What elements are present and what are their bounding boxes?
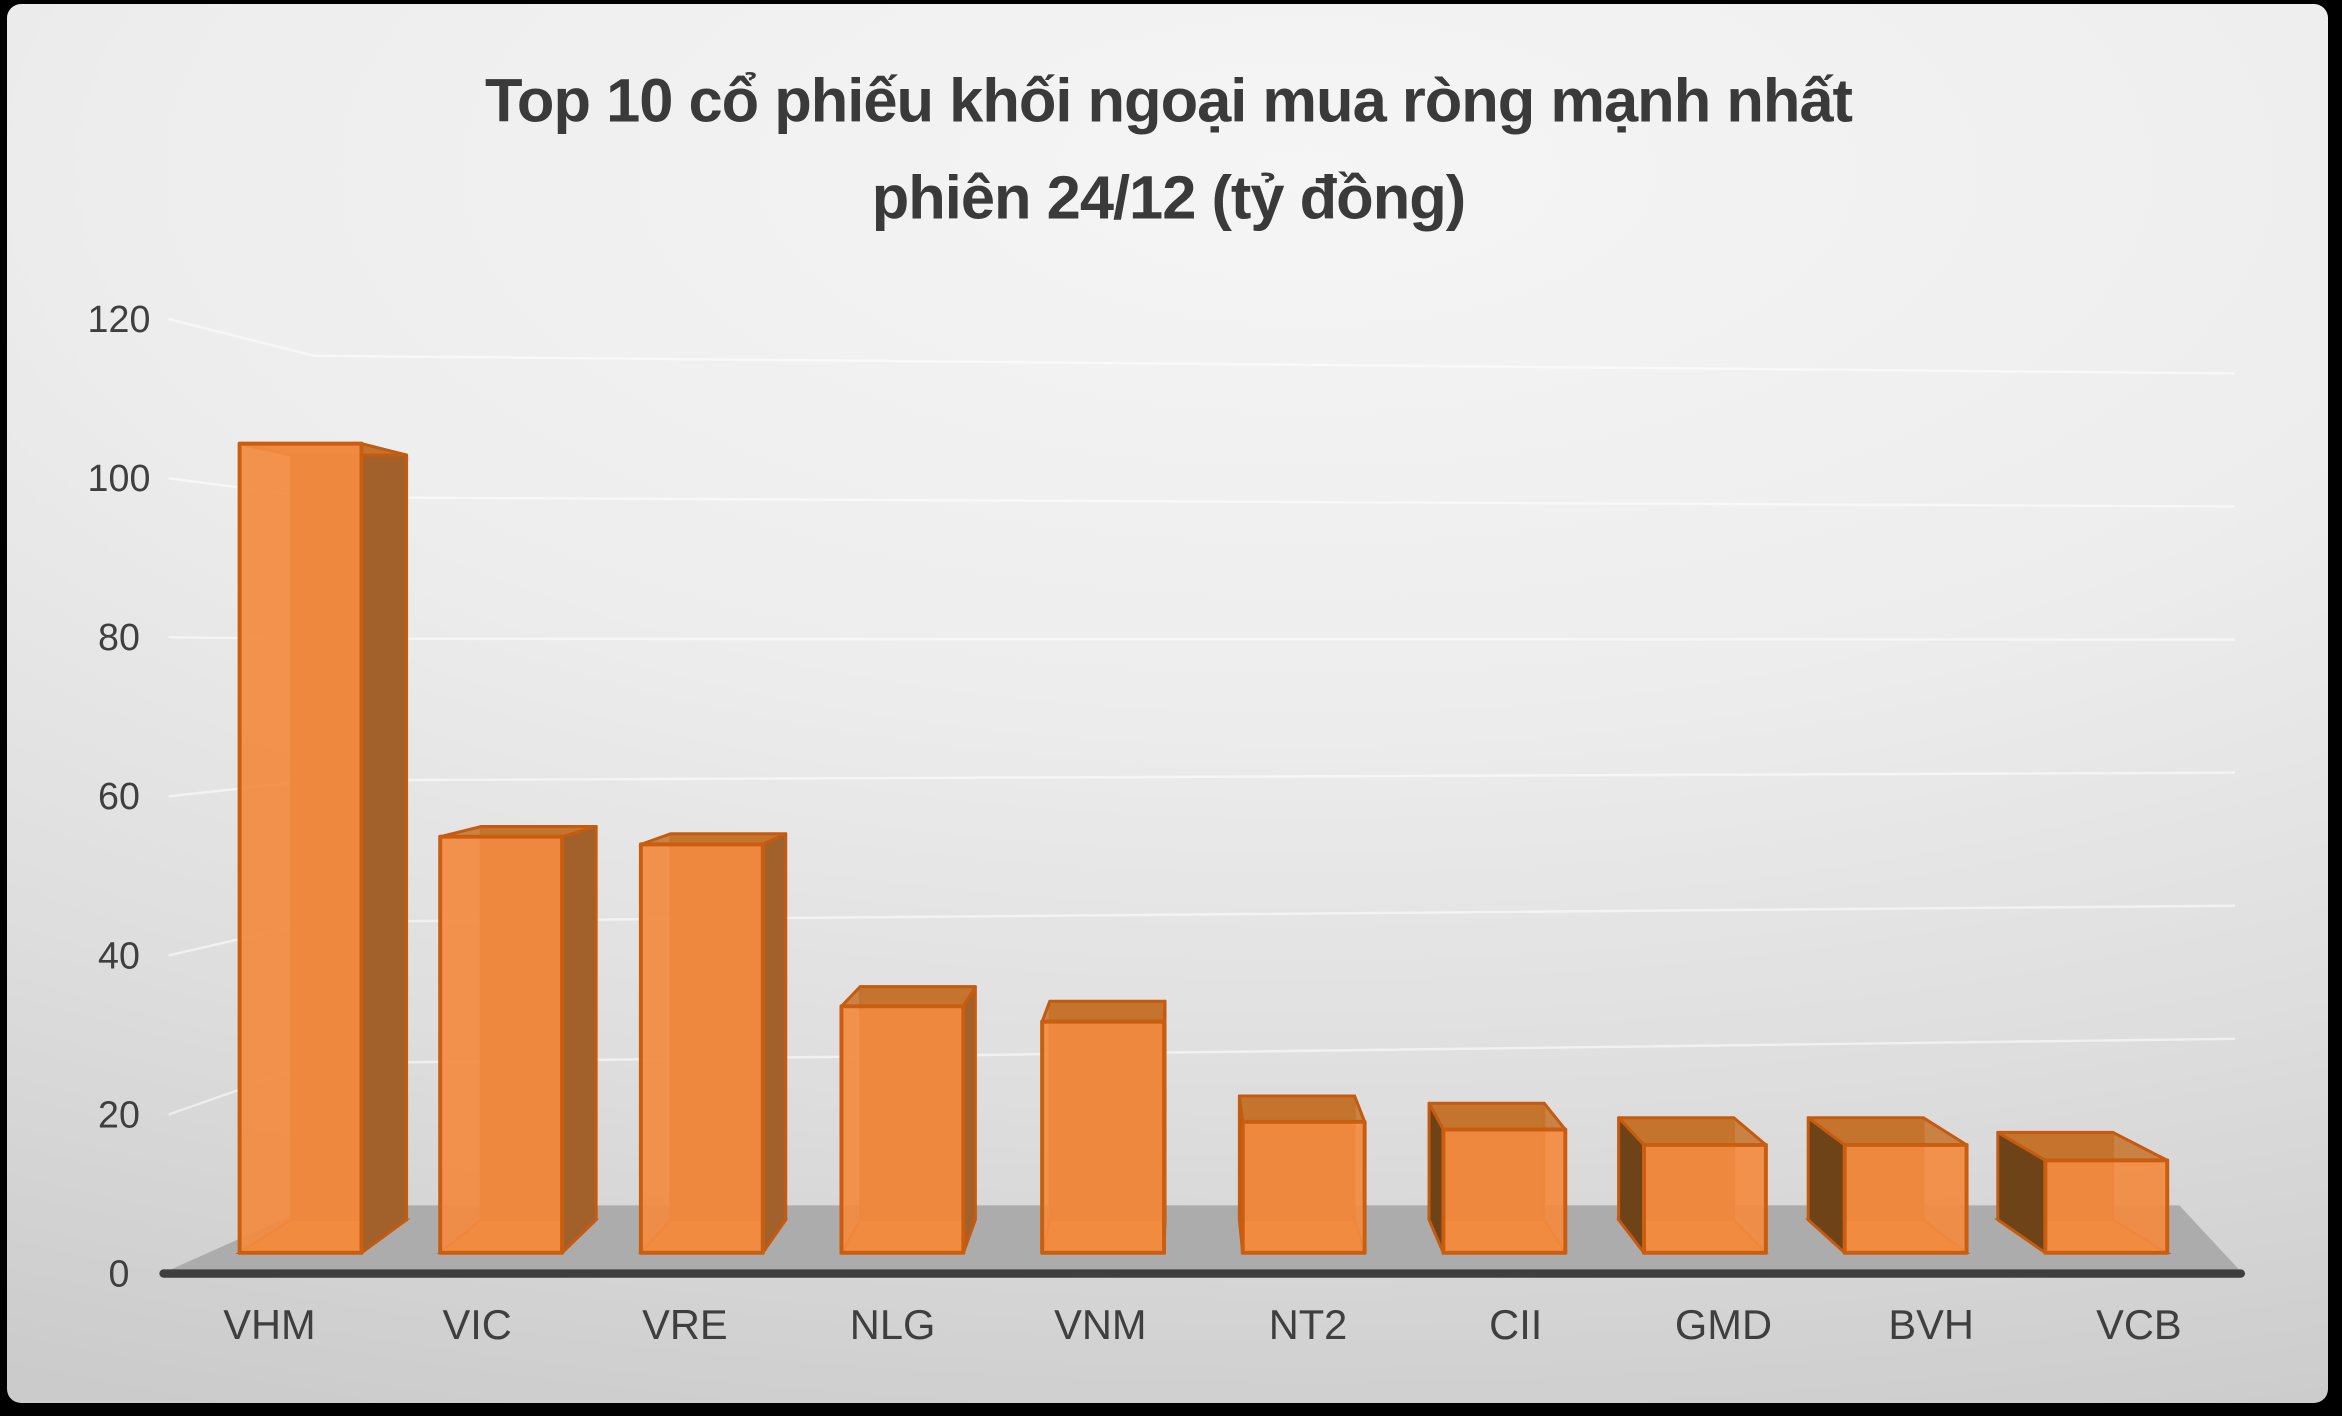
category-label-GMD: GMD — [1675, 1301, 1772, 1348]
bar-VIC — [438, 834, 565, 1255]
category-label-BVH: BVH — [1888, 1301, 1974, 1348]
y-tick-label-20: 20 — [98, 1093, 140, 1135]
category-label-NLG: NLG — [850, 1301, 936, 1348]
bar-NT2 — [1240, 1119, 1367, 1255]
bar-CII — [1441, 1127, 1568, 1255]
bar-BVH — [1842, 1142, 1969, 1255]
y-tick-label-80: 80 — [98, 616, 140, 658]
category-label-VCB: VCB — [2096, 1301, 2182, 1348]
chart-card: Top 10 cổ phiếu khối ngoại mua ròng mạnh… — [7, 4, 2328, 1403]
bar-side-face-VHM — [360, 442, 409, 1255]
bar-side-face-VIC — [560, 825, 598, 1255]
bar-top-face-CII — [1427, 1101, 1567, 1132]
category-label-VHM: VHM — [223, 1301, 315, 1348]
y-tick-label-40: 40 — [98, 934, 140, 976]
bar-top-face-NT2 — [1237, 1094, 1367, 1124]
grid-line — [168, 317, 2235, 375]
bar-VNM — [1040, 1019, 1167, 1255]
category-label-VRE: VRE — [642, 1301, 728, 1348]
category-label-VNM: VNM — [1054, 1301, 1146, 1348]
y-tick-label-100: 100 — [88, 457, 151, 499]
bar-chart-3d: Top 10 cổ phiếu khối ngoại mua ròng mạnh… — [88, 66, 2246, 1348]
grid-line — [168, 477, 2235, 508]
bar-side-face-VRE — [761, 832, 788, 1255]
category-label-NT2: NT2 — [1269, 1301, 1348, 1348]
bar-top-face-NLG — [839, 985, 977, 1008]
bar-VRE — [638, 842, 765, 1255]
chart-title-line1: Top 10 cổ phiếu khối ngoại mua ròng mạnh… — [485, 66, 1853, 135]
y-tick-label-60: 60 — [98, 775, 140, 817]
category-label-CII: CII — [1489, 1301, 1542, 1348]
category-label-VIC: VIC — [442, 1301, 511, 1348]
plot-area: VHM VIC VRE NLG VNM NT2 CII GMD BVH VCB 0 20 40 60 80 1… — [88, 298, 2246, 1348]
bar-NLG — [839, 1004, 966, 1255]
bar-VHM — [237, 441, 364, 1255]
bar-top-face-GMD — [1617, 1116, 1768, 1147]
bar-VCB — [2043, 1158, 2170, 1255]
y-tick-label-0: 0 — [109, 1252, 130, 1294]
grid-line — [168, 636, 2235, 641]
bar-top-face-VNM — [1040, 999, 1167, 1024]
y-tick-label-120: 120 — [88, 298, 151, 340]
bar-GMD — [1642, 1142, 1768, 1255]
grid-line — [168, 771, 2235, 798]
chart-title-line2: phiên 24/12 (tỷ đồng) — [872, 162, 1465, 231]
